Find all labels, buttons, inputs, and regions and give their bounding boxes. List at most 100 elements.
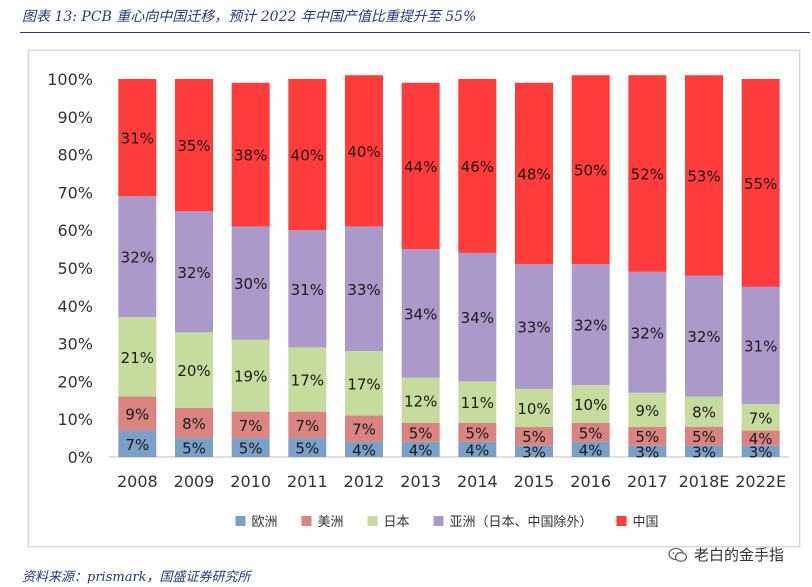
data-label: 5% — [522, 428, 546, 446]
x-tick-label: 2012 — [344, 472, 385, 491]
bar-segment — [401, 422, 440, 442]
figure-title: 图表 13: PCB 重心向中国迁移，预计 2022 年中国产值比重提升至 55… — [22, 9, 477, 25]
bar-segment — [458, 441, 497, 457]
x-tick-label: 2017 — [627, 472, 668, 491]
bar-segment — [231, 226, 270, 340]
data-label: 11% — [461, 394, 494, 412]
data-label: 31% — [121, 130, 154, 148]
data-label: 20% — [177, 362, 210, 380]
y-tick-label: 80% — [57, 146, 93, 165]
y-tick-label: 90% — [57, 108, 93, 127]
data-label: 46% — [461, 158, 494, 176]
x-tick-label: 2009 — [174, 472, 215, 491]
x-tick-label: 2018E — [679, 472, 730, 491]
bar-segment — [741, 445, 780, 457]
bar-segment — [571, 441, 610, 457]
bar-segment — [231, 411, 270, 439]
bar-segment — [118, 317, 157, 397]
y-tick-label: 40% — [57, 297, 93, 316]
bar-segment — [741, 430, 780, 446]
data-label: 44% — [404, 158, 437, 176]
data-label: 35% — [177, 137, 210, 155]
data-label: 34% — [404, 305, 437, 323]
bar-segment — [571, 422, 610, 442]
bar-segment — [628, 392, 667, 427]
data-label: 48% — [517, 166, 550, 184]
y-tick-label: 30% — [57, 335, 93, 354]
data-label: 7% — [239, 417, 263, 435]
y-tick-label: 20% — [57, 372, 93, 391]
bar-segment — [515, 82, 553, 265]
data-label: 30% — [234, 275, 267, 293]
bar-segment — [345, 226, 383, 352]
bar-segment — [741, 404, 780, 431]
data-label: 32% — [687, 328, 720, 346]
legend-label: 欧洲 — [252, 515, 278, 530]
y-tick-label: 60% — [57, 221, 93, 240]
data-label: 31% — [291, 281, 324, 299]
bar-segment — [515, 426, 553, 446]
data-label: 3% — [749, 443, 773, 461]
legend-label: 日本 — [384, 515, 410, 530]
data-label: 17% — [347, 375, 380, 393]
x-tick-label: 2010 — [230, 472, 271, 491]
wechat-icon — [668, 547, 688, 562]
data-label: 3% — [692, 443, 716, 461]
data-label: 5% — [182, 440, 206, 458]
data-label: 12% — [404, 392, 437, 410]
bar-segment — [231, 82, 270, 227]
data-label: 53% — [687, 167, 720, 185]
data-label: 9% — [635, 402, 659, 420]
legend-label: 美洲 — [318, 515, 344, 530]
bar-segment — [118, 396, 157, 431]
data-label: 5% — [409, 424, 433, 442]
data-label: 4% — [352, 441, 376, 459]
legend-label: 亚洲（日本、中国除外） — [450, 515, 593, 530]
data-label: 33% — [517, 319, 550, 337]
bar-segment — [515, 445, 553, 457]
data-label: 5% — [239, 440, 263, 458]
data-label: 5% — [295, 440, 319, 458]
legend-swatch — [235, 516, 246, 526]
data-label: 50% — [574, 162, 607, 180]
bar-segment — [571, 264, 610, 386]
bar-segment — [231, 438, 270, 457]
data-label: 21% — [121, 349, 154, 367]
bar-segment — [628, 426, 667, 446]
data-label: 52% — [631, 166, 664, 184]
x-tick-label: 2011 — [287, 472, 328, 491]
data-label: 4% — [465, 441, 489, 459]
bar-segment — [458, 422, 497, 442]
bar-segment — [685, 275, 723, 397]
data-label: 4% — [409, 441, 433, 459]
x-tick-label: 2015 — [514, 472, 555, 491]
legend-label: 中国 — [633, 515, 659, 530]
data-label: 8% — [182, 415, 206, 433]
data-label: 5% — [635, 428, 659, 446]
bar-segment — [175, 438, 213, 457]
bar-segment — [345, 351, 383, 416]
data-label: 19% — [234, 368, 267, 386]
watermark: 老白的金手指 — [668, 544, 784, 565]
bar-segment — [118, 430, 157, 457]
bar-segment — [288, 411, 327, 439]
data-label: 34% — [461, 309, 494, 327]
y-tick-label: 100% — [47, 70, 93, 89]
bar-segment — [288, 79, 327, 231]
bar-segment — [628, 75, 667, 272]
y-tick-label: 70% — [57, 183, 93, 202]
x-tick-label: 2013 — [400, 472, 441, 491]
bar-segment — [118, 79, 157, 197]
x-tick-label: 2008 — [117, 472, 158, 491]
bar-segment — [741, 286, 780, 405]
data-label: 33% — [347, 281, 380, 299]
bar-segment — [175, 332, 213, 408]
bar-segment — [118, 196, 157, 318]
bar-segment — [345, 441, 383, 457]
data-label: 10% — [517, 400, 550, 418]
bar-segment — [175, 407, 213, 439]
bar-segment — [401, 82, 440, 250]
bar-segment — [685, 75, 723, 276]
stacked-bar-chart: 0% 10% 20% 30% 40% 50% 60% 70% 80% 90% 100% 7% 9% 21%… — [47, 70, 789, 530]
bar-segment — [628, 271, 667, 393]
